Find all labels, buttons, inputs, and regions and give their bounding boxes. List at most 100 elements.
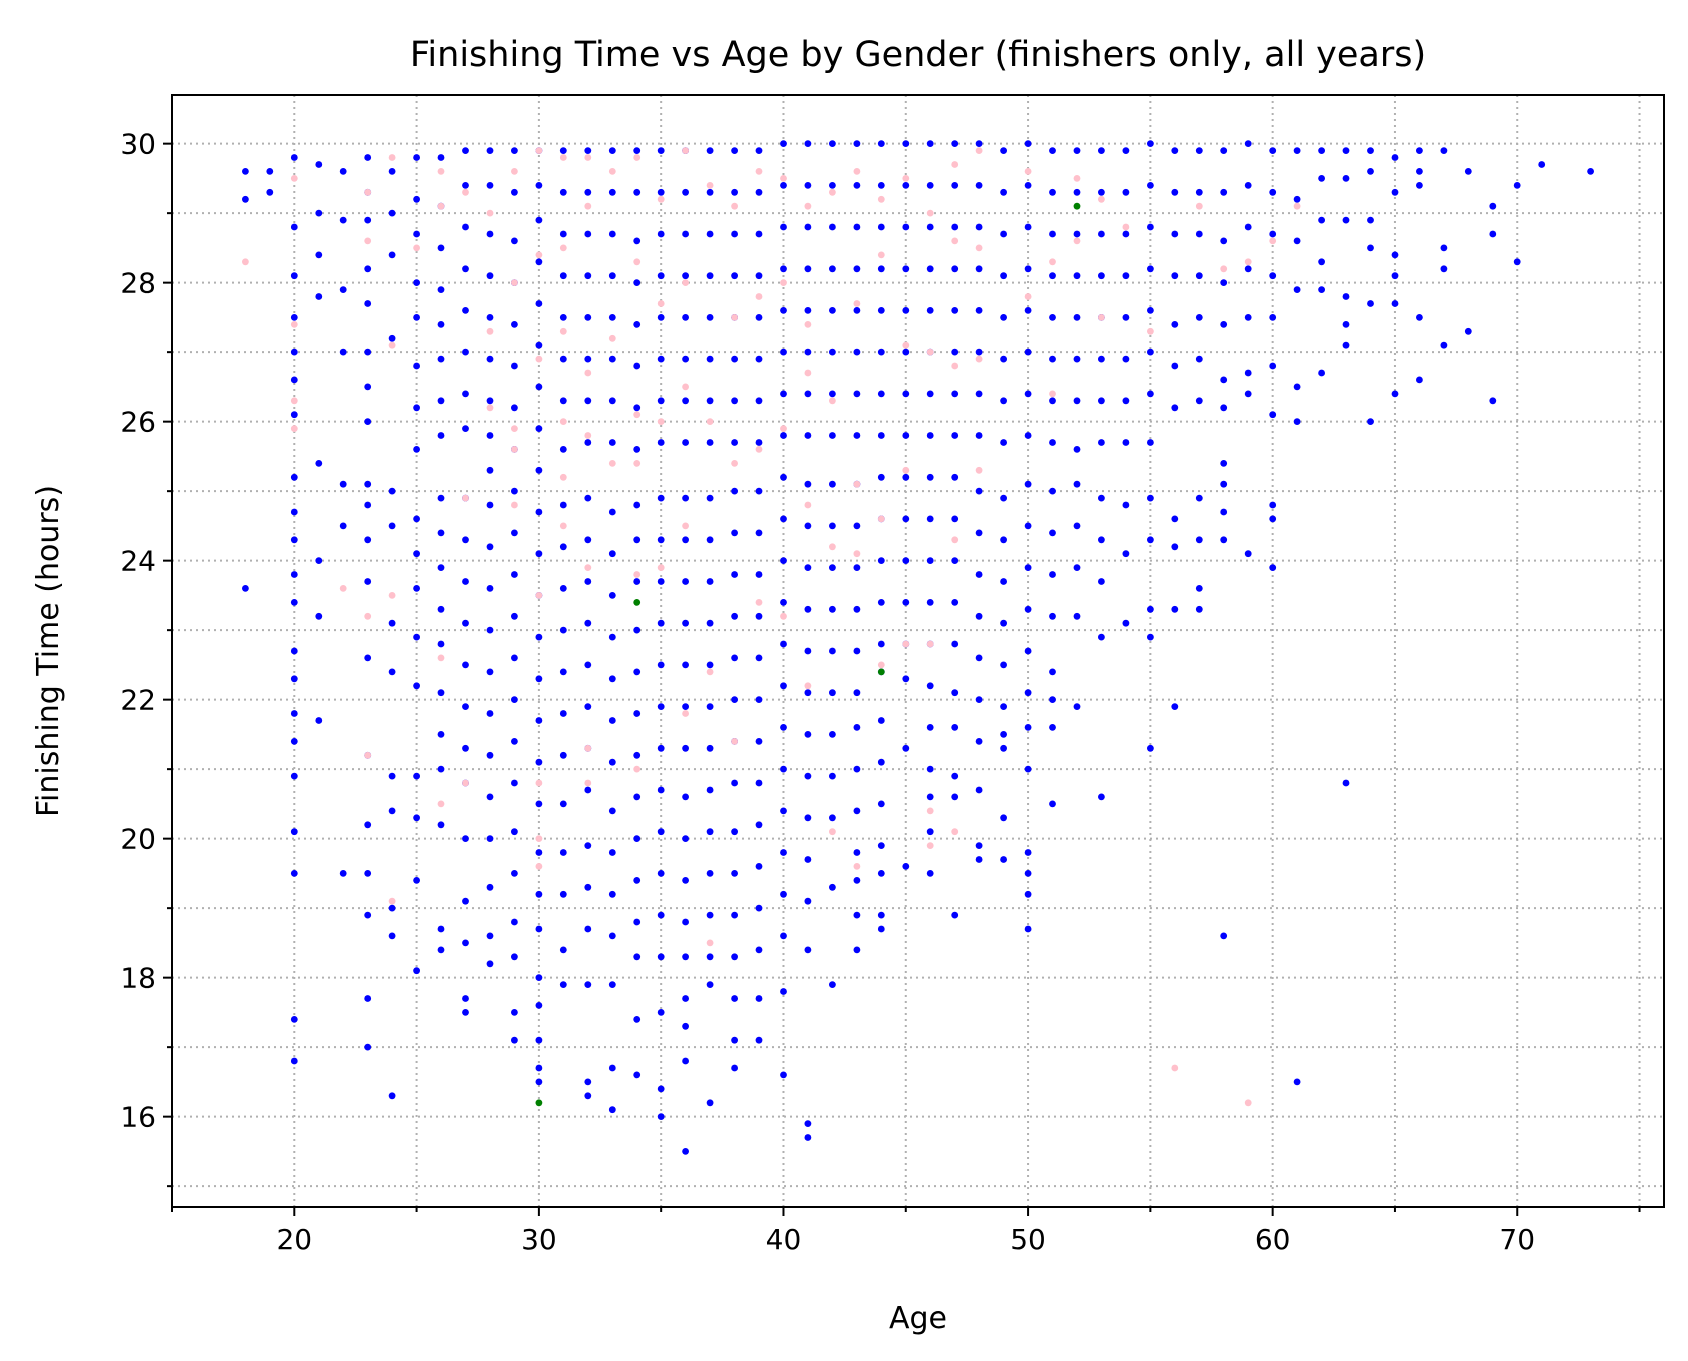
data-point-series-1 bbox=[706, 188, 714, 196]
data-point-series-1 bbox=[388, 251, 396, 259]
data-point-series-1 bbox=[462, 536, 469, 544]
data-point-series-1 bbox=[706, 786, 714, 794]
data-point-series-1 bbox=[926, 307, 934, 314]
data-point-series-1 bbox=[1244, 369, 1252, 377]
data-point-series-1 bbox=[877, 911, 885, 919]
data-point-series-1 bbox=[1416, 182, 1423, 189]
data-point-series-1 bbox=[877, 842, 885, 849]
data-point-series-1 bbox=[462, 619, 469, 627]
data-point-series-1 bbox=[951, 432, 959, 439]
data-point-series-1 bbox=[657, 536, 665, 544]
data-point-series-1 bbox=[584, 272, 592, 280]
data-point-series-1 bbox=[315, 612, 323, 620]
data-point-series-1 bbox=[511, 779, 518, 787]
data-point-series-1 bbox=[657, 230, 665, 238]
data-point-series-1 bbox=[364, 821, 372, 829]
data-point-series-1 bbox=[657, 314, 665, 321]
data-point-series-1 bbox=[657, 911, 665, 919]
data-point-series-1 bbox=[486, 932, 494, 940]
data-point-series-1 bbox=[511, 321, 518, 328]
data-point-series-2 bbox=[1147, 327, 1154, 335]
data-point-series-1 bbox=[608, 675, 616, 683]
data-point-series-2 bbox=[951, 828, 959, 836]
data-point-series-1 bbox=[1440, 244, 1448, 252]
data-point-series-1 bbox=[1024, 223, 1032, 231]
data-point-series-1 bbox=[1098, 188, 1105, 196]
data-point-series-1 bbox=[633, 1016, 641, 1023]
data-point-series-1 bbox=[290, 536, 298, 544]
data-point-series-1 bbox=[1098, 355, 1105, 363]
data-point-series-1 bbox=[682, 272, 689, 280]
data-point-series-1 bbox=[853, 223, 861, 231]
data-point-series-1 bbox=[902, 182, 910, 189]
data-point-series-1 bbox=[780, 640, 787, 648]
data-point-series-1 bbox=[804, 647, 812, 655]
data-point-series-1 bbox=[975, 432, 983, 439]
data-point-series-1 bbox=[1171, 404, 1179, 412]
data-point-series-2 bbox=[535, 835, 543, 842]
data-point-series-1 bbox=[853, 724, 861, 731]
data-point-series-1 bbox=[829, 140, 836, 148]
data-point-series-1 bbox=[437, 946, 445, 954]
data-point-series-1 bbox=[364, 480, 372, 488]
data-point-series-2 bbox=[364, 188, 372, 196]
data-point-series-1 bbox=[1440, 341, 1448, 349]
data-point-series-1 bbox=[535, 425, 543, 432]
data-point-series-1 bbox=[731, 1064, 738, 1072]
data-point-series-1 bbox=[437, 321, 445, 328]
data-point-series-1 bbox=[1244, 550, 1252, 558]
data-point-series-1 bbox=[853, 911, 861, 919]
data-point-series-1 bbox=[486, 272, 494, 280]
data-point-series-1 bbox=[951, 724, 959, 731]
data-point-series-1 bbox=[1122, 550, 1130, 558]
data-point-series-1 bbox=[755, 272, 763, 280]
data-point-series-1 bbox=[1171, 272, 1179, 280]
data-point-series-1 bbox=[437, 821, 445, 829]
data-point-series-1 bbox=[877, 182, 885, 189]
data-point-series-1 bbox=[657, 355, 665, 363]
data-point-series-1 bbox=[511, 404, 518, 412]
data-point-series-1 bbox=[780, 724, 787, 731]
data-point-series-1 bbox=[559, 355, 567, 363]
data-point-series-1 bbox=[339, 480, 347, 488]
data-point-series-2 bbox=[511, 446, 518, 453]
data-point-series-2 bbox=[804, 202, 812, 210]
data-point-series-1 bbox=[633, 147, 641, 155]
data-point-series-1 bbox=[413, 314, 420, 321]
data-point-series-1 bbox=[290, 599, 298, 606]
data-point-series-2 bbox=[706, 418, 714, 425]
data-point-series-2 bbox=[706, 182, 714, 189]
data-point-series-2 bbox=[462, 494, 469, 502]
data-point-series-1 bbox=[290, 675, 298, 683]
data-point-series-1 bbox=[608, 272, 616, 280]
data-point-series-1 bbox=[1000, 703, 1007, 710]
data-point-series-1 bbox=[413, 362, 420, 370]
data-point-series-1 bbox=[559, 800, 567, 808]
data-point-series-1 bbox=[1073, 446, 1081, 453]
data-point-series-2 bbox=[829, 397, 836, 405]
data-point-series-1 bbox=[1416, 147, 1423, 155]
data-point-series-1 bbox=[584, 578, 592, 585]
data-point-series-1 bbox=[829, 480, 836, 488]
data-point-series-1 bbox=[1000, 536, 1007, 544]
data-point-series-1 bbox=[559, 272, 567, 280]
data-point-series-1 bbox=[780, 890, 787, 898]
data-point-series-2 bbox=[755, 168, 763, 175]
data-point-series-1 bbox=[1049, 668, 1056, 676]
data-point-series-1 bbox=[1098, 536, 1105, 544]
data-point-series-1 bbox=[926, 515, 934, 523]
data-point-series-1 bbox=[706, 828, 714, 836]
data-point-series-1 bbox=[559, 626, 567, 634]
data-point-series-1 bbox=[682, 793, 689, 801]
data-point-series-1 bbox=[1244, 390, 1252, 398]
data-point-series-1 bbox=[1024, 432, 1032, 439]
data-point-series-2 bbox=[804, 369, 812, 377]
data-point-series-1 bbox=[290, 154, 298, 161]
data-point-series-1 bbox=[437, 529, 445, 537]
data-point-series-1 bbox=[1098, 147, 1105, 155]
data-point-series-2 bbox=[780, 612, 787, 620]
data-point-series-1 bbox=[535, 800, 543, 808]
data-point-series-2 bbox=[682, 147, 689, 155]
data-point-series-1 bbox=[462, 223, 469, 231]
data-point-series-1 bbox=[829, 182, 836, 189]
